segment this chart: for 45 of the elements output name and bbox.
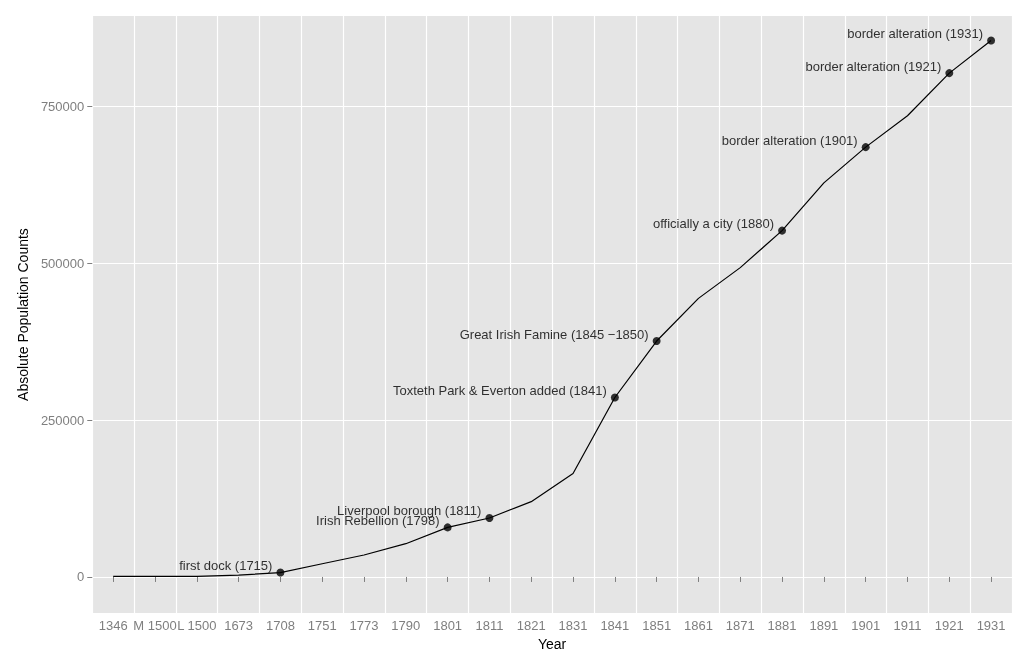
y-tick-label: 0 — [77, 569, 85, 585]
x-tick-label: 1931 — [976, 618, 1006, 634]
x-tick-label: L 1500 — [177, 618, 217, 634]
x-tick-label: 1881 — [767, 618, 797, 634]
x-tick-label: 1911 — [893, 618, 922, 634]
point — [485, 513, 494, 522]
x-tick-label: 1811 — [475, 618, 504, 634]
x-tick-label: 1901 — [851, 618, 881, 634]
x-tick-label: 1891 — [809, 618, 839, 634]
x-tick-label: 1831 — [558, 618, 588, 634]
x-tick-label: 1841 — [600, 618, 630, 634]
annotation: Liverpool borough (1811) — [337, 503, 482, 519]
x-tick-label: 1921 — [934, 618, 964, 634]
y-tick-label: 250000 — [40, 412, 85, 428]
point — [610, 393, 619, 402]
point — [861, 143, 870, 152]
point — [778, 226, 787, 235]
point — [443, 523, 452, 532]
x-tick-label: 1861 — [684, 618, 713, 634]
x-tick-label: 1346 — [98, 618, 128, 634]
y-tick-label: 500000 — [40, 255, 85, 271]
point — [945, 69, 954, 78]
annotation: border alteration (1921) — [805, 58, 942, 74]
x-tick-label: M 1500 — [133, 618, 177, 634]
y-tick-label: 750000 — [40, 98, 85, 114]
annotation: border alteration (1931) — [847, 25, 984, 41]
x-tick-label: 1801 — [433, 618, 463, 634]
point — [276, 568, 285, 577]
annotation: border alteration (1901) — [721, 132, 858, 148]
x-tick-label: 1708 — [265, 618, 295, 634]
x-axis-title: Year — [537, 636, 567, 652]
annotation: Toxteth Park & Everton added (1841) — [392, 383, 607, 398]
x-tick-label: 1673 — [224, 618, 254, 634]
annotation: first dock (1715) — [179, 558, 273, 574]
point — [652, 337, 661, 346]
x-tick-label: 1821 — [516, 618, 546, 634]
annotation: Great Irish Famine (1845 −1850) — [459, 326, 649, 342]
x-tick-label: 1871 — [725, 618, 755, 634]
y-axis-title: Absolute Population Counts — [15, 228, 31, 401]
x-tick-label: 1751 — [307, 618, 337, 634]
x-tick-label: 1773 — [349, 618, 379, 634]
annotation: officially a city (1880) — [652, 216, 775, 232]
point — [987, 36, 996, 45]
x-tick-label: 1851 — [642, 618, 672, 634]
x-tick-label: 1790 — [391, 618, 421, 634]
